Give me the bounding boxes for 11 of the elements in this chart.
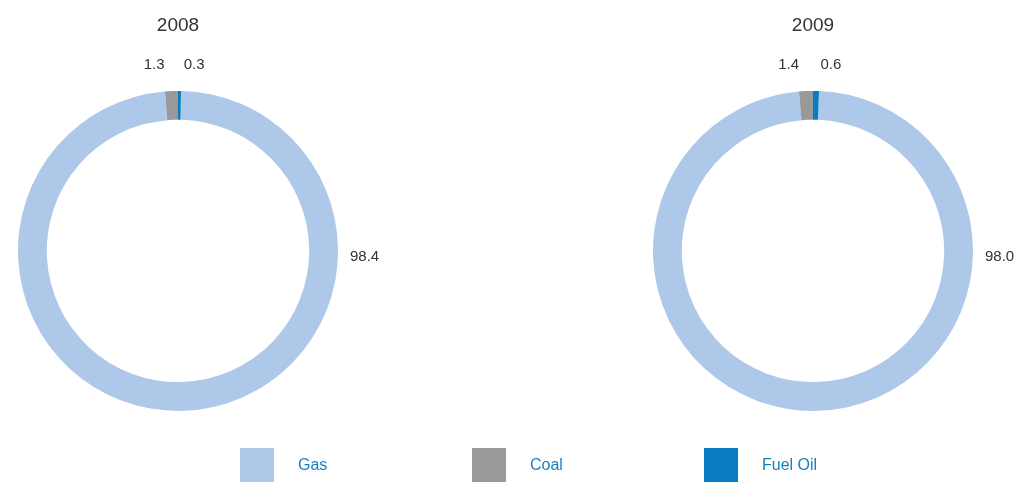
chart-title: 2008 [156,13,200,35]
legend-label: Gas [298,456,328,474]
data-label: 98.0 [985,247,1015,265]
data-label: 98.4 [350,247,380,265]
data-label: 0.3 [183,55,205,73]
legend-label: Fuel Oil [762,456,818,474]
legend-label: Coal [530,456,563,474]
chart-title: 2009 [791,13,835,35]
data-label: 1.3 [143,55,165,73]
data-label: 0.6 [820,55,842,73]
data-label: 1.4 [778,55,799,73]
